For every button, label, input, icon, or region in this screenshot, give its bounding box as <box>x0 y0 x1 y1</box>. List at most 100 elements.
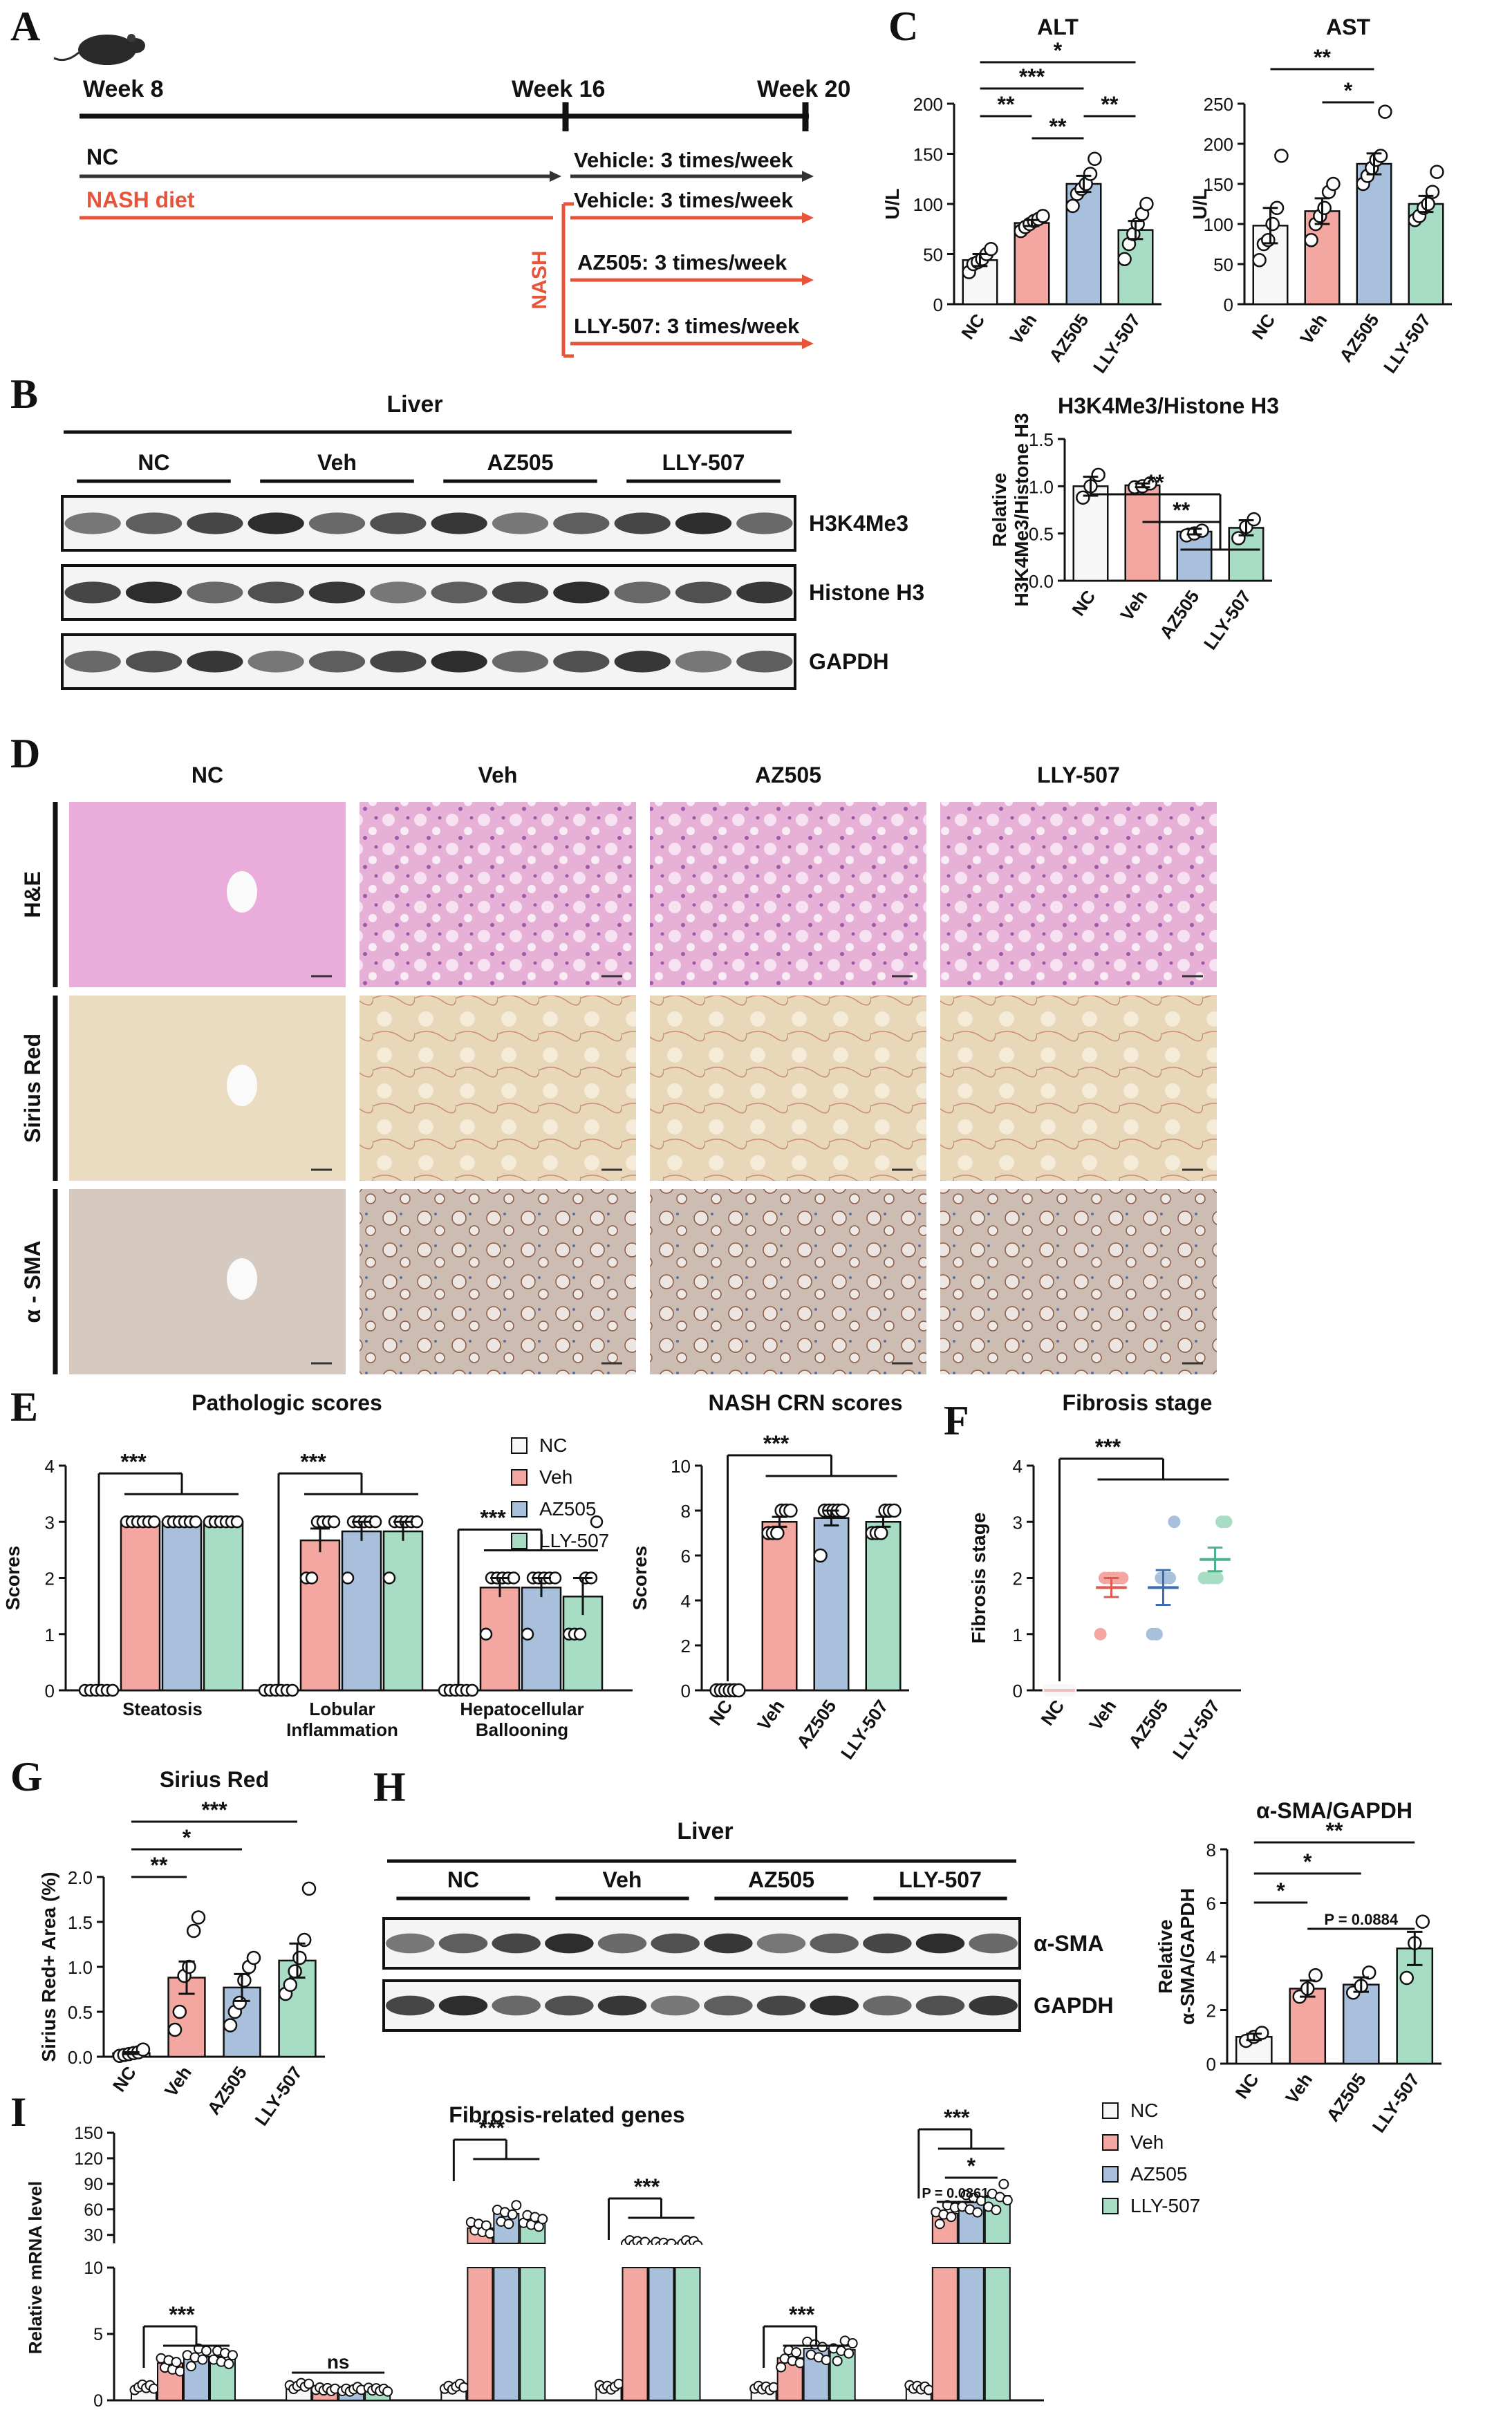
y-tick-label: 4 <box>1013 1456 1023 1477</box>
legend-label: Veh <box>539 1466 572 1488</box>
chart-sirius-red: Sirius Red 0.0 0.5 1.0 1.5 2.0 Sirius Red+ Are… <box>38 1767 325 2129</box>
x-tick-label: TGFβ1 <box>156 2407 212 2410</box>
blot-band <box>492 1995 541 2016</box>
y-axis-label: Relative <box>989 473 1010 547</box>
data-point <box>776 2362 787 2373</box>
blot-band <box>125 512 183 534</box>
y-tick-label: 250 <box>1204 94 1233 115</box>
panel-label-h: H <box>373 1764 406 1810</box>
data-point <box>286 1683 299 1697</box>
data-point <box>972 2207 983 2218</box>
y-tick-label: 4 <box>45 1456 55 1477</box>
y-axis-label: U/L <box>881 188 903 219</box>
chart-fibrosis-genes: Fibrosis-related genes 0 5 10 30 60 90 120 150 Re… <box>25 2102 1044 2410</box>
chart-title: α-SMA/GAPDH <box>1256 1798 1412 1823</box>
panel-label-f: F <box>944 1398 969 1444</box>
sig-label: * <box>967 2154 976 2178</box>
sig-label: *** <box>480 1506 506 1531</box>
axis-break <box>110 2245 118 2266</box>
histology-image <box>69 1189 346 1374</box>
chart-title: ALT <box>1037 15 1079 39</box>
data-point <box>1083 167 1098 181</box>
y-axis-label: H3K4Me3/Histone H3 <box>1011 413 1032 606</box>
blot-band <box>736 581 793 604</box>
data-point <box>382 1571 396 1585</box>
data-point <box>304 2378 315 2389</box>
histology-image <box>650 1189 926 1374</box>
blot-group-label: NC <box>138 450 169 475</box>
timepoint-week8: Week 8 <box>83 76 164 102</box>
x-tick-label: Steatosis <box>122 1699 203 1719</box>
x-tick-label: NC <box>1067 586 1099 619</box>
y-axis-label: Sirius Red+ Area (%) <box>38 1871 59 2062</box>
x-tick-label: LLY-507 <box>1368 2069 1424 2136</box>
bar <box>984 2267 1011 2401</box>
sig-label: *** <box>1095 1435 1121 1459</box>
blot-band <box>492 1933 541 1954</box>
blot-band <box>187 512 243 534</box>
blot-band <box>756 1995 806 2016</box>
data-point <box>246 1950 261 1965</box>
timepoint-week20: Week 20 <box>757 76 850 102</box>
blot-band <box>431 651 487 673</box>
bar <box>622 2267 648 2401</box>
y-tick-label: 150 <box>1204 174 1233 195</box>
data-point <box>232 1995 247 2010</box>
group-veh-treatment: Vehicle: 3 times/week <box>574 188 794 212</box>
data-point <box>283 1977 298 1992</box>
axis-break <box>748 2245 859 2266</box>
blot-h: NC Veh AZ505 LLY-507 α-SMA GAPDH <box>382 1867 1114 2032</box>
data-point <box>237 1973 252 1988</box>
sig-label: P = 0.0861 <box>922 2186 989 2201</box>
bar <box>1396 1947 1434 2065</box>
blot-band <box>553 651 610 673</box>
histology-image <box>940 996 1217 1181</box>
bar <box>341 1530 382 1692</box>
data-point <box>1326 176 1341 192</box>
y-tick-label: 1.0 <box>1029 476 1054 497</box>
data-point <box>1036 209 1050 223</box>
data-point <box>731 1683 746 1698</box>
blot-band <box>810 1995 859 2016</box>
y-axis-label: α-SMA/GAPDH <box>1177 1888 1198 2025</box>
blot-band <box>431 581 487 604</box>
blot-band <box>370 651 427 673</box>
sig-label: *** <box>763 1431 790 1456</box>
blot-band <box>553 581 610 604</box>
blot-band <box>438 1933 488 1954</box>
data-point <box>288 1964 302 1979</box>
y-tick-label: 1.5 <box>68 1912 93 1933</box>
histology-image <box>940 802 1217 987</box>
data-point <box>832 2355 843 2366</box>
sig-label: *** <box>634 2174 660 2199</box>
blot-band <box>810 1933 859 1954</box>
bar <box>521 1587 562 1692</box>
blot-band <box>248 581 304 604</box>
x-tick-label: LLY-507 <box>1379 310 1435 377</box>
histology-image <box>360 802 636 987</box>
chart-crn: NASH CRN scores 0 2 4 6 8 10 Scores NC Veh AZ505LL… <box>629 1390 909 1763</box>
data-point <box>305 1571 319 1585</box>
x-tick-label: AZ505 <box>792 1696 840 1752</box>
bar <box>674 2267 701 2401</box>
panel-a: A Week 8 Week 16 Week 20 NC Vehicle: 3 t… <box>10 3 850 358</box>
y-tick-label: 0.5 <box>68 2002 93 2023</box>
data-point <box>292 1950 307 1965</box>
blot-band <box>386 1933 435 1954</box>
histology-row-label: Sirius Red <box>20 1034 45 1143</box>
bar <box>161 1521 203 1692</box>
y-tick-label: 100 <box>913 194 943 215</box>
chart-title: Fibrosis stage <box>1063 1390 1213 1415</box>
data-point <box>817 2342 828 2353</box>
data-point <box>301 1881 317 1896</box>
y-tick-label: 5 <box>93 2325 103 2344</box>
blot-band <box>553 512 610 534</box>
panel-d: D NC Veh AZ505 LLY-507 H&E Sirius Red α - SMA <box>10 731 1217 1374</box>
chart-title: NASH CRN scores <box>709 1390 903 1415</box>
y-tick-label: 50 <box>1213 254 1233 275</box>
bar <box>382 1530 424 1692</box>
sig-label: ** <box>1314 45 1331 70</box>
x-tick-label: NC <box>1036 1696 1068 1729</box>
blot-band <box>545 1933 594 1954</box>
